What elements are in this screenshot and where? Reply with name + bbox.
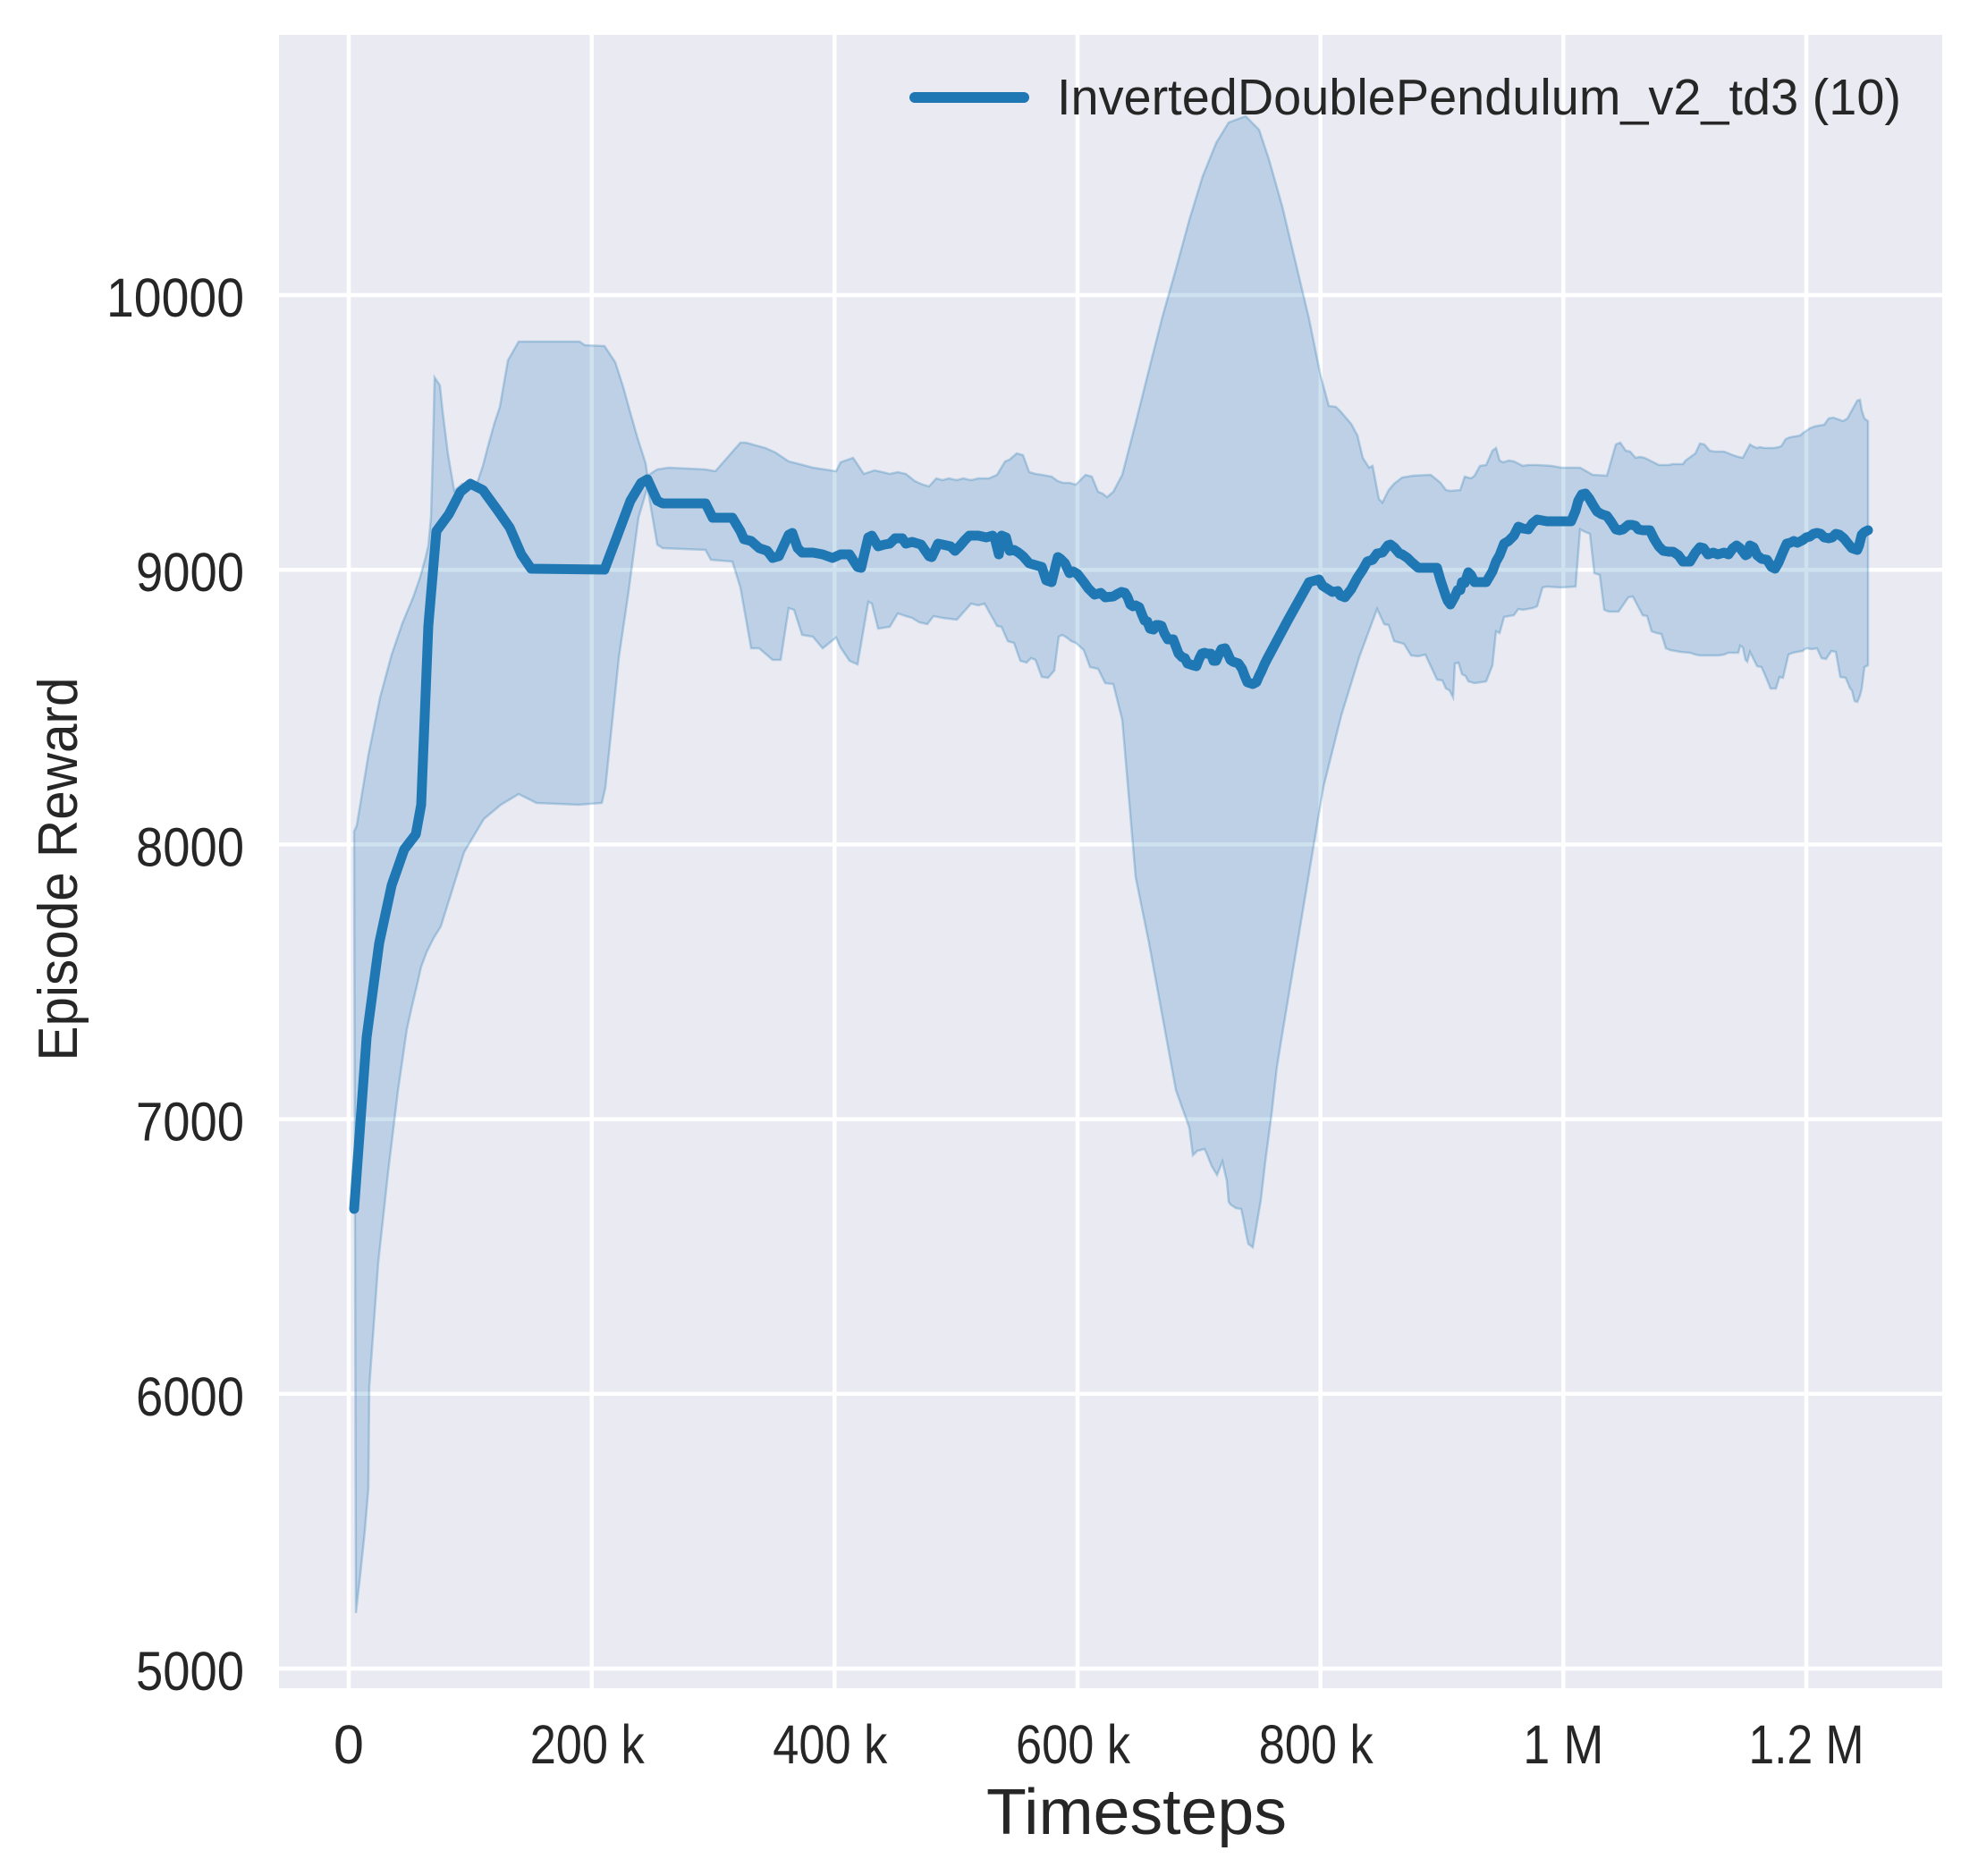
svg-text:10000: 10000 xyxy=(106,267,244,328)
svg-text:800 k: 800 k xyxy=(1259,1714,1374,1775)
svg-text:8000: 8000 xyxy=(136,816,244,877)
svg-text:Timesteps: Timesteps xyxy=(986,1777,1287,1848)
svg-text:9000: 9000 xyxy=(136,542,244,603)
svg-text:6000: 6000 xyxy=(136,1366,244,1427)
svg-text:Episode Reward: Episode Reward xyxy=(28,678,89,1061)
svg-text:1.2 M: 1.2 M xyxy=(1749,1714,1864,1775)
svg-text:600 k: 600 k xyxy=(1016,1714,1130,1775)
svg-text:0: 0 xyxy=(334,1714,364,1775)
svg-text:1 M: 1 M xyxy=(1523,1714,1603,1775)
svg-text:200 k: 200 k xyxy=(530,1714,645,1775)
svg-text:400 k: 400 k xyxy=(773,1714,887,1775)
svg-text:InvertedDoublePendulum_v2_td3: InvertedDoublePendulum_v2_td3 (10) xyxy=(1057,69,1901,126)
svg-text:7000: 7000 xyxy=(136,1092,244,1153)
svg-text:5000: 5000 xyxy=(136,1641,244,1702)
